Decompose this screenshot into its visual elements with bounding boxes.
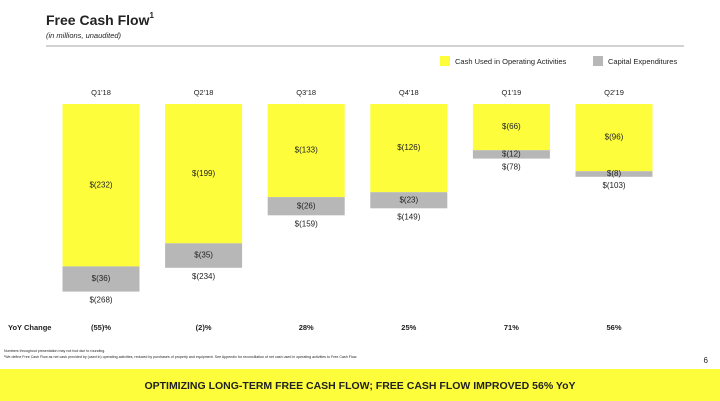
bar-segment — [575, 104, 653, 172]
title-note: 1 — [149, 11, 154, 20]
yoy-value: 28% — [299, 323, 314, 332]
yoy-value: (55)% — [91, 323, 111, 332]
bar-segment — [472, 104, 550, 151]
yoy-label: YoY Change — [8, 323, 51, 332]
bar-segment — [370, 104, 448, 193]
total-label: $(159) — [295, 219, 318, 228]
subtitle: (in millions, unaudited) — [46, 31, 122, 40]
total-label: $(78) — [502, 163, 521, 172]
bar-segment — [62, 266, 140, 292]
title: Free Cash Flow1 — [46, 11, 154, 28]
bar-segment — [165, 104, 243, 244]
segment-label: $(96) — [605, 133, 624, 142]
total-label: $(268) — [89, 296, 112, 305]
bar-segment — [575, 171, 653, 177]
legend-label: Capital Expenditures — [608, 57, 677, 66]
footnote: Numbers throughout presentation may not … — [4, 349, 105, 353]
title-text: Free Cash Flow — [46, 12, 150, 28]
segment-label: $(66) — [502, 122, 521, 131]
segment-label: $(133) — [295, 146, 318, 155]
segment-label: $(36) — [92, 274, 111, 283]
category-label: Q1'18 — [91, 88, 111, 97]
banner: OPTIMIZING LONG-TERM FREE CASH FLOW; FRE… — [144, 380, 575, 392]
category-label: Q2'19 — [604, 88, 624, 97]
category-label: Q1'19 — [502, 88, 522, 97]
segment-label: $(26) — [297, 201, 316, 210]
segment-label: $(232) — [89, 180, 112, 189]
bar-segment — [267, 104, 345, 198]
segment-label: $(199) — [192, 169, 215, 178]
bar-segment — [370, 192, 448, 209]
yoy-value: 56% — [606, 323, 621, 332]
segment-label: $(23) — [399, 195, 418, 204]
segment-label: $(12) — [502, 150, 521, 159]
legend-swatch — [440, 56, 450, 66]
segment-label: $(35) — [194, 251, 213, 260]
bar-segment — [472, 150, 550, 159]
yoy-value: (2)% — [196, 323, 212, 332]
footnote: ¹We define Free Cash Flow as net cash pr… — [4, 355, 357, 359]
page-number: 6 — [704, 356, 709, 365]
total-label: $(234) — [192, 272, 215, 281]
segment-label: $(8) — [607, 169, 622, 178]
bar-segment — [165, 243, 243, 268]
legend-label: Cash Used in Operating Activities — [455, 57, 567, 66]
total-label: $(149) — [397, 212, 420, 221]
legend-swatch — [593, 56, 603, 66]
bar-segment — [267, 197, 345, 216]
yoy-value: 71% — [504, 323, 519, 332]
segment-label: $(126) — [397, 143, 420, 152]
total-label: $(103) — [602, 181, 625, 190]
category-label: Q4'18 — [399, 88, 419, 97]
yoy-value: 25% — [401, 323, 416, 332]
category-label: Q2'18 — [194, 88, 214, 97]
category-label: Q3'18 — [296, 88, 316, 97]
bar-segment — [62, 104, 140, 267]
banner-bg — [0, 369, 720, 401]
